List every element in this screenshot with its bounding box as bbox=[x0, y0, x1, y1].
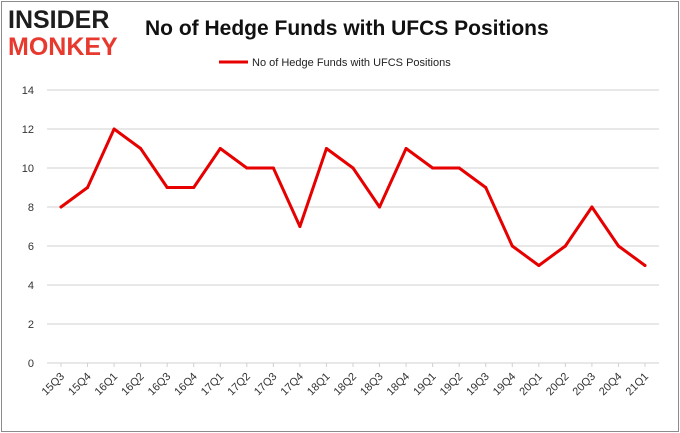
x-tick-label: 18Q4 bbox=[385, 371, 413, 399]
data-point bbox=[404, 147, 408, 150]
data-point bbox=[86, 186, 90, 189]
data-point bbox=[218, 147, 222, 150]
x-tick-label: 19Q3 bbox=[464, 371, 492, 399]
y-tick-label: 0 bbox=[28, 358, 34, 370]
x-tick-label: 16Q1 bbox=[93, 371, 121, 399]
x-tick-label: 20Q1 bbox=[517, 371, 545, 399]
data-point bbox=[431, 166, 435, 170]
x-tick-label: 15Q3 bbox=[40, 371, 68, 399]
x-tick-label: 19Q4 bbox=[491, 371, 519, 399]
y-axis-ticks: 0 2 4 6 8 10 12 14 bbox=[22, 85, 34, 370]
series-line-0 bbox=[59, 127, 647, 267]
y-tick-label: 2 bbox=[28, 319, 34, 331]
data-point bbox=[245, 166, 249, 170]
data-point bbox=[484, 186, 488, 189]
x-tick-label: 21Q1 bbox=[624, 371, 652, 399]
y-tick-label: 6 bbox=[28, 241, 34, 253]
x-tick-label: 20Q3 bbox=[571, 371, 599, 399]
data-point bbox=[165, 186, 169, 189]
data-point bbox=[59, 205, 63, 209]
data-point bbox=[457, 166, 461, 170]
x-tick-label: 15Q4 bbox=[66, 371, 94, 399]
data-point bbox=[563, 244, 567, 248]
legend-label: No of Hedge Funds with UFCS Positions bbox=[252, 57, 451, 69]
y-tick-label: 14 bbox=[22, 85, 34, 97]
y-tick-label: 8 bbox=[28, 202, 34, 214]
data-point bbox=[616, 244, 620, 248]
x-tick-label: 18Q3 bbox=[358, 371, 386, 399]
x-tick-label: 17Q3 bbox=[252, 371, 280, 399]
data-point bbox=[537, 264, 541, 267]
data-point bbox=[590, 205, 594, 209]
data-point bbox=[351, 166, 355, 170]
data-point bbox=[324, 147, 328, 150]
y-tick-label: 4 bbox=[28, 280, 34, 292]
x-tick-label: 19Q2 bbox=[438, 371, 466, 399]
data-point bbox=[378, 205, 382, 209]
x-tick-label: 16Q3 bbox=[146, 371, 174, 399]
x-tick-label: 18Q2 bbox=[332, 371, 360, 399]
x-tick-label: 18Q1 bbox=[305, 371, 333, 399]
x-tick-label: 19Q1 bbox=[411, 371, 439, 399]
x-tick-label: 17Q1 bbox=[199, 371, 227, 399]
chart-title: No of Hedge Funds with UFCS Positions bbox=[145, 17, 549, 40]
insider-monkey-logo: INSIDER MONKEY bbox=[8, 8, 118, 60]
y-tick-label: 12 bbox=[22, 124, 34, 136]
data-point bbox=[298, 225, 302, 228]
x-tick-label: 16Q2 bbox=[119, 371, 147, 399]
x-tick-label: 17Q4 bbox=[279, 371, 307, 399]
legend: No of Hedge Funds with UFCS Positions bbox=[219, 57, 451, 69]
logo-line-1: INSIDER bbox=[8, 6, 110, 34]
data-point bbox=[139, 147, 143, 150]
data-point bbox=[192, 186, 196, 189]
logo-line-2: MONKEY bbox=[8, 33, 118, 61]
x-tick-label: 20Q2 bbox=[544, 371, 572, 399]
x-tick-label: 20Q4 bbox=[597, 371, 625, 399]
grid-lines bbox=[47, 89, 659, 364]
x-tick-label: 17Q2 bbox=[225, 371, 253, 399]
data-point bbox=[112, 127, 116, 131]
data-point bbox=[271, 166, 275, 170]
series-group bbox=[59, 127, 647, 267]
x-tick-label: 16Q4 bbox=[172, 371, 200, 399]
data-point bbox=[643, 264, 647, 267]
data-point bbox=[510, 244, 514, 248]
x-axis-ticks: 15Q3 15Q4 16Q1 16Q2 16Q3 16Q4 17Q1 17Q2 17Q3 17Q4… bbox=[40, 363, 652, 399]
y-tick-label: 10 bbox=[22, 163, 34, 175]
